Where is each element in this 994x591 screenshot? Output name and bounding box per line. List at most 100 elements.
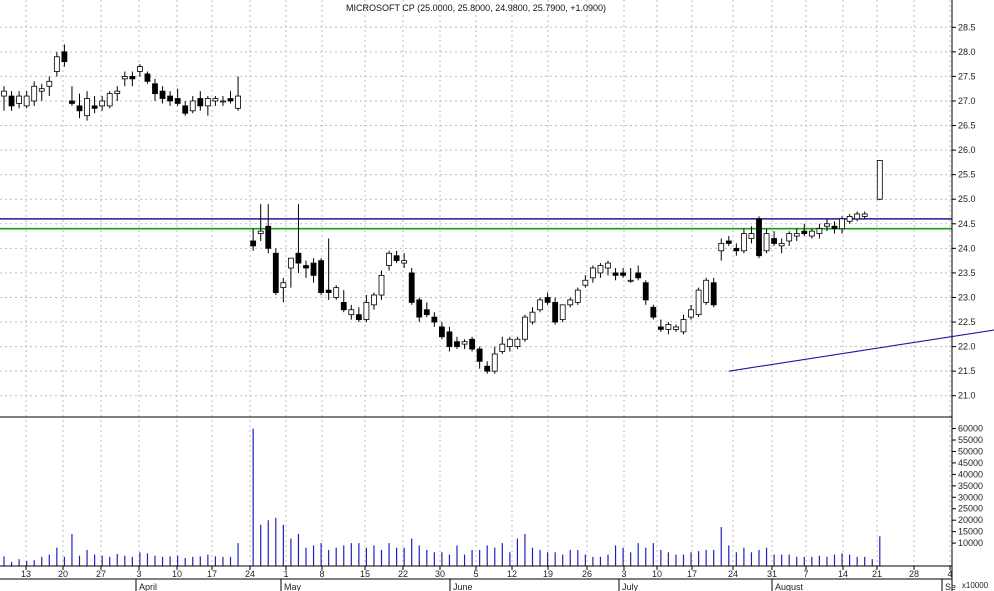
candle-down xyxy=(8,95,15,107)
candle-up xyxy=(703,279,710,303)
volume-tick-label: 40000 xyxy=(958,469,983,479)
candle-up xyxy=(718,243,725,252)
candle-down xyxy=(620,272,626,276)
candle-down xyxy=(635,272,642,279)
candle-up xyxy=(333,287,340,298)
volume-tick-label: 60000 xyxy=(958,424,983,434)
candle-up xyxy=(861,213,868,217)
candle-up xyxy=(84,98,90,117)
date-tick-label: 1 xyxy=(283,569,288,579)
date-tick-label: 15 xyxy=(360,569,370,579)
candle-up xyxy=(748,233,755,239)
candle-down xyxy=(310,262,317,276)
candle-up xyxy=(23,95,30,107)
reference-lines xyxy=(0,218,994,372)
candle-down xyxy=(484,365,491,372)
month-label: June xyxy=(453,582,473,591)
candle-up xyxy=(537,299,543,311)
price-tick-label: 21.0 xyxy=(958,391,976,401)
candle-up xyxy=(854,213,861,220)
candle-up xyxy=(386,252,392,266)
candle-up xyxy=(348,309,355,316)
date-tick-label: 14 xyxy=(838,569,848,579)
trend-line xyxy=(728,329,994,372)
candle-down xyxy=(416,299,423,318)
candle-down xyxy=(725,240,732,244)
volume-tick-label: 35000 xyxy=(958,481,983,491)
month-label: July xyxy=(622,582,639,591)
price-tick-label: 26.5 xyxy=(958,121,976,131)
candle-up xyxy=(786,233,793,242)
candle-down xyxy=(159,90,166,99)
candle-up xyxy=(876,160,883,200)
candle-up xyxy=(567,299,574,306)
date-tick-label: 17 xyxy=(687,569,697,579)
volume-tick-label: 10000 xyxy=(958,538,983,548)
candle-down xyxy=(612,272,619,276)
candlesticks xyxy=(1,44,883,374)
candle-up xyxy=(204,98,211,107)
price-tick-label: 25.5 xyxy=(958,170,976,180)
date-tick-label: 7 xyxy=(803,569,808,579)
candle-up xyxy=(53,56,60,72)
month-label: April xyxy=(139,582,157,591)
price-tick-label: 21.5 xyxy=(958,366,976,376)
candle-down xyxy=(650,306,657,318)
candle-up xyxy=(16,95,23,104)
candle-down xyxy=(318,260,325,293)
candle-up xyxy=(220,100,226,103)
candle-up xyxy=(106,93,113,107)
date-tick-label: 30 xyxy=(435,569,445,579)
date-tick-label: 20 xyxy=(58,569,68,579)
candle-up xyxy=(846,216,853,222)
month-label: Se xyxy=(945,582,956,591)
candle-up xyxy=(688,309,694,318)
candle-up xyxy=(582,279,589,286)
candle-up xyxy=(680,319,687,333)
price-tick-label: 26.0 xyxy=(958,145,976,155)
candle-up xyxy=(559,304,566,320)
date-tick-label: 4 xyxy=(947,569,952,579)
candle-up xyxy=(99,100,106,107)
candle-up xyxy=(363,301,370,320)
candle-up xyxy=(506,338,513,347)
candle-down xyxy=(355,314,362,320)
candle-down xyxy=(423,309,430,316)
candle-down xyxy=(771,238,777,244)
candle-up xyxy=(808,230,815,237)
date-tick-label: 12 xyxy=(507,569,517,579)
candle-up xyxy=(136,66,143,72)
candle-down xyxy=(801,230,808,235)
candle-down xyxy=(831,225,838,230)
price-tick-label: 28.0 xyxy=(958,47,976,57)
candle-up xyxy=(401,260,408,264)
candle-up xyxy=(597,265,604,274)
date-tick-label: 13 xyxy=(21,569,31,579)
volume-tick-label: 45000 xyxy=(958,458,983,468)
candle-up xyxy=(121,76,128,80)
candle-up xyxy=(574,289,581,303)
candle-up xyxy=(287,257,294,269)
candle-down xyxy=(295,252,302,264)
date-tick-label: 21 xyxy=(872,569,882,579)
candle-up xyxy=(114,90,121,95)
price-tick-label: 27.0 xyxy=(958,96,976,106)
candle-down xyxy=(733,247,740,252)
date-tick-label: 19 xyxy=(543,569,553,579)
candle-down xyxy=(446,331,453,347)
candle-up xyxy=(461,341,468,345)
date-tick-label: 10 xyxy=(172,569,182,579)
candle-down xyxy=(129,76,136,80)
candle-up xyxy=(673,326,679,330)
price-tick-label: 22.0 xyxy=(958,342,976,352)
candle-up xyxy=(839,218,845,230)
candle-up xyxy=(793,233,800,237)
candle-up xyxy=(741,233,747,252)
candle-down xyxy=(76,105,83,112)
candle-up xyxy=(816,228,823,235)
candle-down xyxy=(265,225,272,249)
candle-up xyxy=(499,343,506,352)
candle-down xyxy=(552,301,559,323)
volume-bars xyxy=(3,428,881,566)
price-tick-label: 25.0 xyxy=(958,194,976,204)
